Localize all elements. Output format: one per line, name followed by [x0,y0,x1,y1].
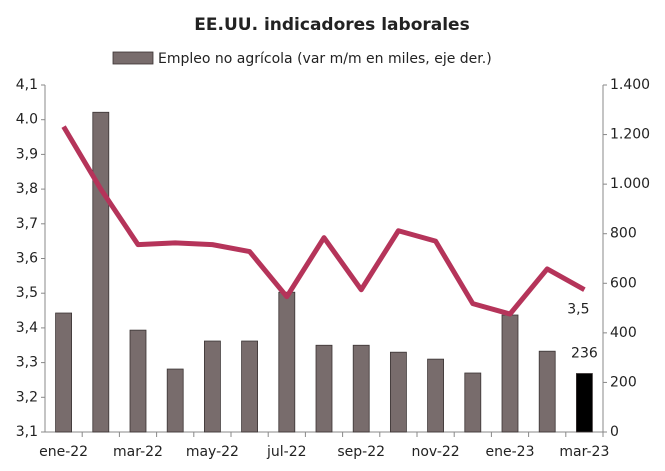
bar [55,312,72,433]
bar [315,344,333,433]
bar [501,314,519,433]
y-tick-label: 3,2 [16,389,38,405]
bar [92,111,110,433]
x-tick-label: ene-22 [39,444,88,460]
x-tick-label: sep-22 [337,444,385,460]
data-label: 236 [571,346,598,362]
y-tick-label: 4.0 [16,112,38,128]
y2-tick-label: 800 [610,226,637,242]
bar [241,340,259,433]
legend-label: Empleo no agrícola (var m/m en miles, ej… [158,51,492,67]
y2-tick-label: 1.200 [610,127,650,143]
y2-tick-label: 600 [610,275,637,291]
bar [576,373,593,433]
bar [203,340,221,433]
y2-tick-label: 1.000 [610,176,650,192]
y-tick-label: 3,8 [16,181,38,197]
y2-tick-label: 400 [610,325,637,341]
legend-swatch [112,51,154,65]
y-tick-label: 3,9 [16,146,38,162]
bar [464,372,482,433]
x-tick-label: nov-22 [411,444,459,460]
bar [278,291,296,433]
y-tick-label: 3,1 [16,424,38,440]
y-tick-label: 3,7 [16,216,38,232]
y-tick-label: 3,3 [16,355,38,371]
bar [389,351,407,433]
x-tick-label: mar-23 [559,444,609,460]
y2-tick-label: 0 [610,424,619,440]
bar [538,350,556,433]
bar [166,368,184,433]
y-tick-label: 3,6 [16,251,38,267]
x-tick-label: mar-22 [113,444,163,460]
y2-tick-label: 1.400 [610,77,650,93]
x-tick-label: may-22 [186,444,239,460]
y-tick-label: 4,1 [16,77,38,93]
y-tick-label: 3,4 [16,320,38,336]
bar [352,344,370,433]
x-tick-label: jul-22 [266,444,307,460]
chart-title: EE.UU. indicadores laborales [194,15,469,35]
line [61,125,586,317]
y2-tick-label: 200 [610,374,637,390]
bar [129,329,147,433]
bar [427,358,445,433]
x-tick-label: ene-23 [486,444,535,460]
data-label: 3,5 [567,302,589,318]
y-tick-label: 3,5 [16,285,38,301]
